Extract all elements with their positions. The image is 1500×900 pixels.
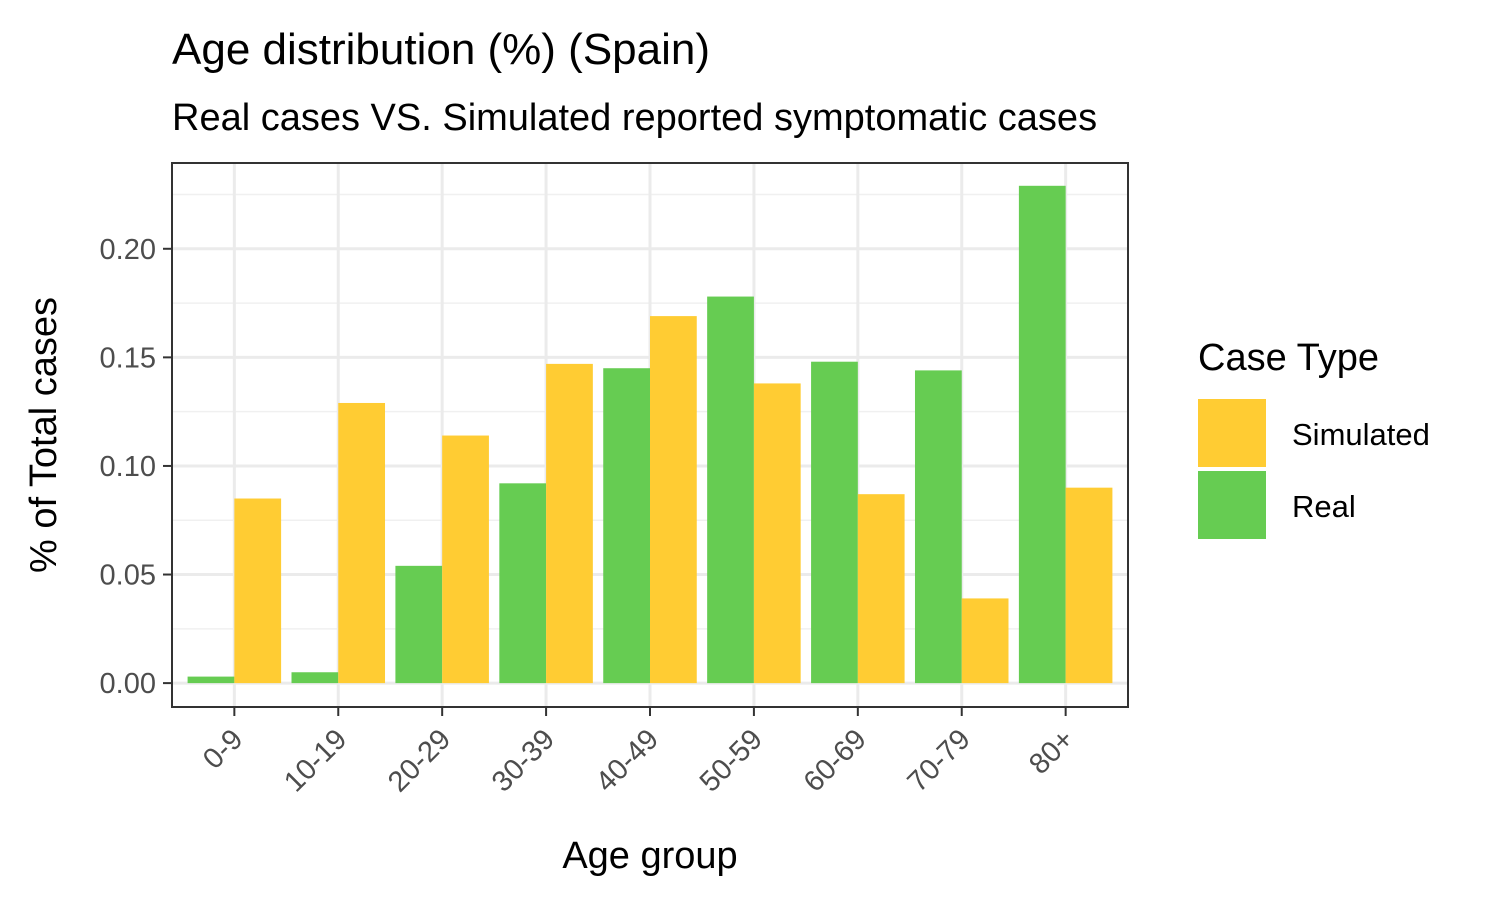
bar-real-0-9 <box>187 676 235 684</box>
bar-real-40-49 <box>603 368 650 684</box>
x-tick-label: 10-19 <box>278 723 353 798</box>
bar-simulated-60-69 <box>857 494 905 684</box>
bar-real-70-79 <box>914 370 962 684</box>
chart-title: Age distribution (%) (Spain) <box>172 25 710 74</box>
x-tick-label: 0-9 <box>197 723 249 775</box>
bar-real-20-29 <box>395 565 443 684</box>
bar-simulated-70-79 <box>961 598 1009 684</box>
legend-title: Case Type <box>1198 337 1379 379</box>
bar-simulated-30-39 <box>546 363 593 684</box>
legend-key-simulated <box>1198 399 1266 467</box>
legend-label-simulated: Simulated <box>1292 417 1430 452</box>
bar-simulated-10-19 <box>338 402 386 684</box>
plot-area <box>171 162 1129 708</box>
y-tick-label: 0.10 <box>100 451 156 483</box>
bar-simulated-80+ <box>1065 487 1113 684</box>
bar-real-50-59 <box>707 296 754 684</box>
x-tick-label: 60-69 <box>798 723 873 798</box>
x-tick-label: 80+ <box>1023 723 1080 780</box>
legend-label-real: Real <box>1292 489 1356 524</box>
legend: Case Type Simulated Real <box>1198 337 1430 539</box>
x-tick-label: 30-39 <box>486 723 561 798</box>
bar-real-60-69 <box>811 361 858 684</box>
y-tick-label: 0.20 <box>100 234 156 266</box>
bar-real-10-19 <box>291 672 339 684</box>
x-axis: 0-9 10-19 20-29 30-39 40-49 50-59 60-69 70-79 80… <box>197 707 1081 798</box>
bar-simulated-20-29 <box>442 435 489 684</box>
bar-simulated-50-59 <box>753 383 801 684</box>
x-axis-title: Age group <box>562 835 737 877</box>
x-tick-label: 20-29 <box>382 723 457 798</box>
y-tick-label: 0.00 <box>100 668 156 700</box>
chart-subtitle: Real cases VS. Simulated reported sympto… <box>172 97 1097 139</box>
bar-real-80+ <box>1018 185 1066 684</box>
legend-key-real <box>1198 471 1266 539</box>
y-tick-label: 0.15 <box>100 342 156 374</box>
y-axis: 0.00 0.05 0.10 0.15 0.20 <box>100 234 172 700</box>
bar-real-30-39 <box>499 483 547 684</box>
x-tick-label: 40-49 <box>590 723 665 798</box>
y-tick-label: 0.05 <box>100 560 156 592</box>
bars <box>187 185 1113 684</box>
x-tick-label: 50-59 <box>694 723 769 798</box>
y-axis-title: % of Total cases <box>23 297 65 573</box>
bar-simulated-40-49 <box>650 316 697 684</box>
x-tick-label: 70-79 <box>902 723 977 798</box>
bar-simulated-0-9 <box>234 498 282 684</box>
